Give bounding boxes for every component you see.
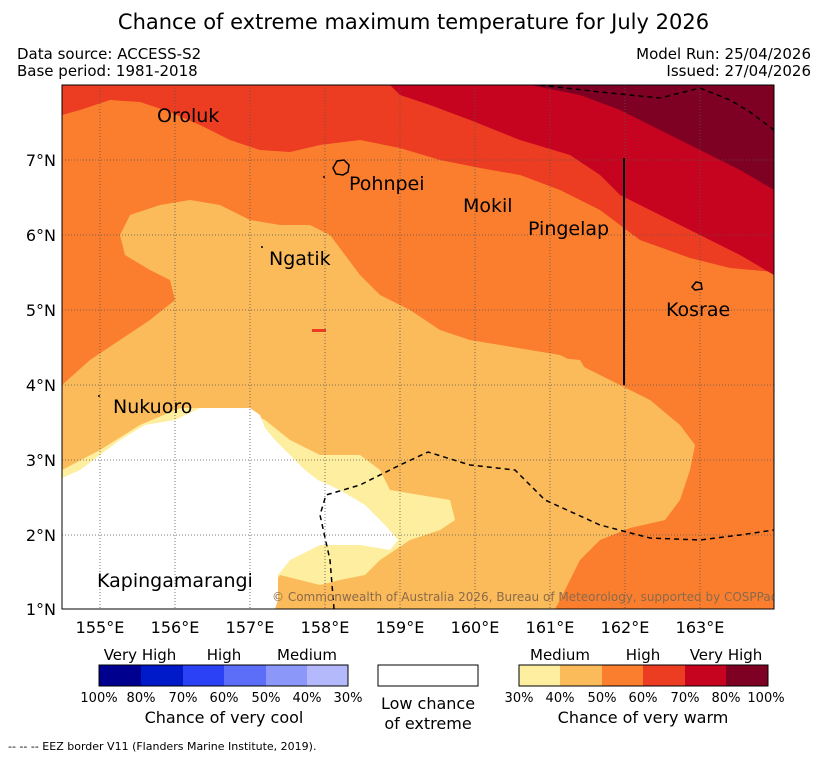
cool-swatch-50-60	[224, 665, 266, 686]
warm-tick-80: 80%	[712, 691, 741, 706]
place-pingelap: Pingelap	[528, 218, 609, 240]
cool-tick-60: 60%	[210, 691, 239, 706]
lon-label-161e: 161°E	[526, 618, 575, 637]
legend-cool: Very High High Medium 100% 80% 70% 60% 5…	[80, 646, 362, 727]
cool-tick-100: 100%	[80, 691, 117, 706]
lat-label-5n: 5°N	[26, 301, 56, 320]
lon-label-160e: 160°E	[451, 618, 500, 637]
lat-axis: 7°N 6°N 5°N 4°N 3°N 2°N 1°N	[26, 151, 56, 619]
warm-label-medium: Medium	[530, 646, 590, 664]
warm-swatch-70-80	[685, 665, 726, 686]
base-period: Base period: 1981-2018	[17, 62, 198, 80]
neutral-caption-line2: of extreme	[384, 714, 471, 733]
lon-label-159e: 159°E	[376, 618, 425, 637]
map-title: Chance of extreme maximum temperature fo…	[117, 10, 710, 34]
legend-warm: Medium High Very High 30% 40% 50% 60% 70…	[505, 646, 785, 727]
warm-label-high: High	[626, 646, 660, 664]
place-nukuoro: Nukuoro	[113, 396, 192, 418]
lon-label-156e: 156°E	[151, 618, 200, 637]
meta-right: Model Run: 25/04/2026 Issued: 27/04/2026	[636, 46, 811, 80]
warm-tick-60: 60%	[629, 691, 658, 706]
cool-label-medium: Medium	[277, 646, 337, 664]
neutral-swatch	[377, 664, 479, 687]
lat-label-3n: 3°N	[26, 451, 56, 470]
zone-low-chance	[62, 408, 398, 609]
lat-label-6n: 6°N	[26, 226, 56, 245]
place-kosrae: Kosrae	[666, 299, 730, 321]
cool-swatch-30-40	[307, 665, 348, 686]
cool-swatch-60-70	[183, 665, 224, 686]
legend-neutral: Low chance of extreme	[377, 664, 479, 733]
cool-tick-50: 50%	[252, 691, 281, 706]
place-ngatik: Ngatik	[269, 248, 331, 270]
place-pohnpei: Pohnpei	[349, 173, 425, 195]
cool-tick-40: 40%	[293, 691, 322, 706]
copyright-notice: © Commonwealth of Australia 2026, Bureau…	[272, 590, 777, 604]
zone-40-50-patch	[540, 358, 592, 382]
lon-label-157e: 157°E	[226, 618, 275, 637]
warm-swatch-60-70	[643, 665, 685, 686]
map-frame	[61, 84, 775, 610]
cool-swatch-70-80	[141, 665, 183, 686]
warm-caption: Chance of very warm	[558, 708, 729, 727]
warm-swatch-50-60	[602, 665, 643, 686]
cool-caption: Chance of very cool	[145, 708, 304, 727]
model-run: Model Run: 25/04/2026	[636, 45, 811, 63]
warm-swatch-40-50	[560, 665, 602, 686]
cool-colorbar-frame	[98, 664, 349, 687]
lon-label-162e: 162°E	[601, 618, 650, 637]
warm-label-very-high: Very High	[690, 646, 763, 664]
lat-label-7n: 7°N	[26, 151, 56, 170]
zone-small-patch	[312, 329, 326, 332]
warm-tick-100: 100%	[747, 691, 784, 706]
eez-border-north	[539, 85, 774, 131]
lon-label-155e: 155°E	[76, 618, 125, 637]
cool-tick-70: 70%	[169, 691, 198, 706]
meta-left: Data source: ACCESS-S2 Base period: 1981…	[17, 46, 201, 80]
warm-tick-30: 30%	[505, 691, 534, 706]
warm-swatch-80-100	[726, 665, 768, 686]
cool-swatch-80-100	[99, 665, 141, 686]
lon-label-163e: 163°E	[676, 618, 725, 637]
lat-label-2n: 2°N	[26, 526, 56, 545]
cool-label-high: High	[207, 646, 241, 664]
zone-80-100	[530, 85, 774, 190]
lat-label-4n: 4°N	[26, 376, 56, 395]
cool-tick-80: 80%	[127, 691, 156, 706]
kosrae-island-outline	[690, 281, 703, 291]
eez-border-south	[319, 451, 774, 609]
warm-tick-50: 50%	[588, 691, 617, 706]
place-mokil: Mokil	[463, 195, 513, 217]
cool-label-very-high: Very High	[104, 646, 177, 664]
warm-swatch-30-40	[519, 665, 560, 686]
lon-axis: 155°E 156°E 157°E 158°E 159°E 160°E 161°…	[76, 618, 725, 637]
islet-marker	[323, 176, 325, 178]
warm-tick-70: 70%	[671, 691, 700, 706]
warm-tick-40: 40%	[546, 691, 575, 706]
nukuoro-marker	[98, 395, 100, 397]
data-source: Data source: ACCESS-S2	[17, 45, 202, 63]
place-oroluk: Oroluk	[157, 105, 219, 127]
pohnpei-island-outline	[332, 159, 350, 176]
ngatik-marker	[261, 246, 263, 248]
place-kapingamarangi: Kapingamarangi	[97, 570, 253, 592]
eez-footnote: -- -- -- EEZ border V11 (Flanders Marine…	[8, 740, 317, 753]
warm-colorbar-frame	[518, 664, 769, 687]
issued-date: Issued: 27/04/2026	[666, 62, 811, 80]
lat-label-1n: 1°N	[26, 600, 56, 619]
map-area: Oroluk Pohnpei Mokil Pingelap Ngatik Kos…	[62, 85, 777, 609]
cool-swatch-40-50	[266, 665, 307, 686]
neutral-caption-line1: Low chance	[381, 694, 475, 713]
lon-label-158e: 158°E	[301, 618, 350, 637]
cool-tick-30: 30%	[334, 691, 363, 706]
